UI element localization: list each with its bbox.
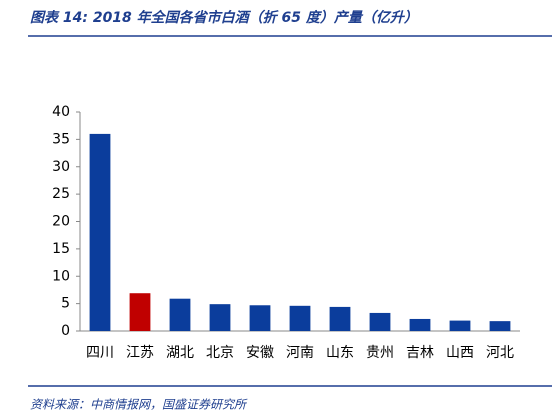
y-tick-label: 35 [52,131,70,147]
x-tick-label: 湖北 [166,345,194,361]
x-tick-label: 河北 [486,345,514,361]
bar [169,298,191,331]
bar [369,312,391,331]
y-tick-label: 25 [52,186,70,202]
x-tick-label: 江苏 [126,345,154,361]
y-tick-label: 0 [61,323,70,339]
y-tick-label: 20 [52,214,70,230]
x-tick-label: 四川 [86,345,114,361]
x-tick-label: 河南 [286,345,314,361]
bar [129,293,151,331]
bar [449,320,471,331]
source-note: 资料来源：中商情报网，国盛证券研究所 [30,398,248,412]
y-tick-label: 40 [52,104,70,120]
bar [89,133,111,331]
bar [489,321,511,331]
y-tick-label: 15 [52,241,70,257]
x-tick-label: 山东 [326,345,354,361]
bar [289,305,311,331]
x-tick-label: 吉林 [406,345,434,361]
y-tick-label: 10 [52,268,70,284]
y-tick-label: 5 [61,296,70,312]
bar [249,305,271,331]
x-tick-label: 北京 [206,345,234,361]
bar [209,304,231,331]
x-tick-label: 山西 [446,345,474,361]
x-tick-label: 贵州 [366,345,394,361]
bar [409,318,431,331]
x-tick-label: 安徽 [246,345,274,361]
y-tick-label: 30 [52,159,70,175]
chart-title: 图表 14: 2018 年全国各省市白酒（折 65 度）产量（亿升） [30,9,418,26]
bar [329,306,351,331]
